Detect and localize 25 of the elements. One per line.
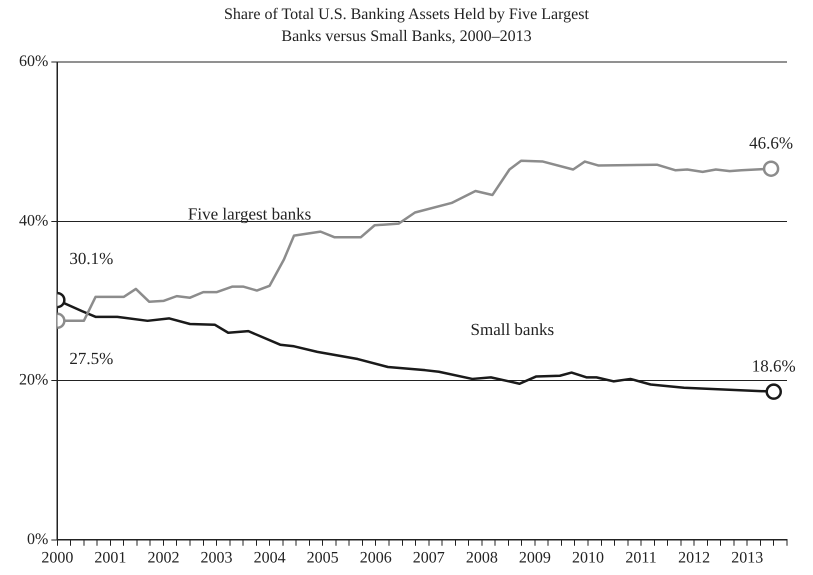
x-tick-label: 2002 (147, 550, 180, 567)
x-tick-label: 2012 (678, 550, 710, 567)
x-tick-label: 2003 (200, 550, 233, 567)
y-tick-label: 60% (19, 53, 48, 70)
data-label: 27.5% (69, 348, 114, 368)
y-tick-label: 20% (19, 372, 48, 389)
chart-title: Share of Total U.S. Banking Assets Held by Five Largest Banks versus Small Banks, 2000–2013 (223, 5, 590, 47)
x-tick-label: 2011 (625, 550, 657, 567)
y-tick-label: 0% (27, 531, 48, 548)
x-tick-label: 2007 (412, 550, 445, 567)
x-tick-label: 2013 (731, 550, 764, 567)
data-label: 18.6% (752, 356, 796, 376)
series-label: Five largest banks (188, 204, 312, 224)
x-tick-label: 2008 (466, 550, 498, 567)
x-tick-label: 2004 (254, 550, 286, 567)
text: Small banks (470, 320, 554, 339)
x-tick-label: 2000 (41, 550, 74, 567)
data-label: 46.6% (749, 134, 794, 153)
x-tick-label: 2006 (360, 550, 392, 567)
y-tick-label: 40% (19, 212, 48, 230)
x-tick-label: 2010 (572, 550, 604, 567)
x-tick-label: 2009 (518, 550, 551, 567)
x-tick-label: 2005 (306, 550, 339, 567)
x-tick-label: 2001 (94, 550, 126, 567)
data-label: 30.1% (69, 249, 114, 268)
